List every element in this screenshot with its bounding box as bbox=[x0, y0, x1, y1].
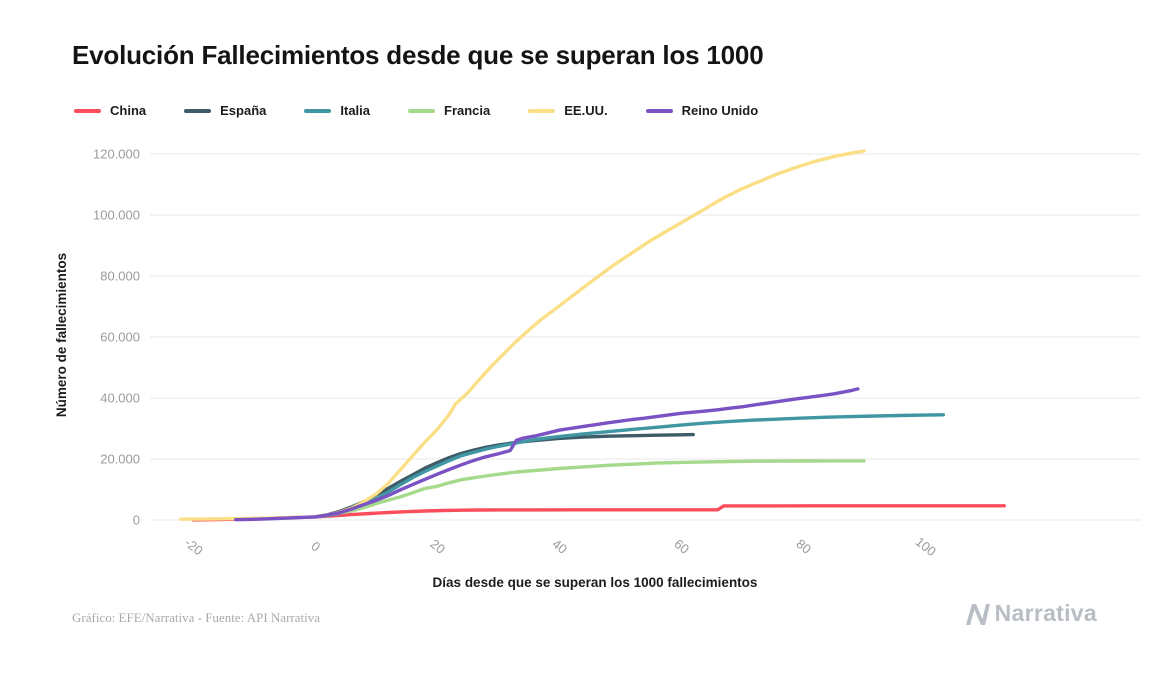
legend-item-ee-uu-[interactable]: EE.UU. bbox=[528, 103, 608, 118]
narrativa-n-icon bbox=[965, 603, 990, 625]
y-tick-label: 80.000 bbox=[100, 269, 140, 284]
legend-label: Francia bbox=[444, 103, 491, 118]
y-tick-label: 20.000 bbox=[100, 452, 140, 467]
legend-item-italia[interactable]: Italia bbox=[304, 103, 370, 118]
x-tick-label: -20 bbox=[182, 535, 206, 558]
legend-label: Reino Unido bbox=[681, 103, 759, 118]
x-tick-label: 100 bbox=[913, 534, 939, 559]
series-layer bbox=[179, 149, 1006, 522]
x-tick-label: 60 bbox=[671, 536, 692, 557]
series-francia bbox=[313, 459, 866, 519]
y-tick-label: 40.000 bbox=[100, 391, 140, 406]
legend-swatch bbox=[408, 108, 435, 113]
x-axis-title: Días desde que se superan los 1000 falle… bbox=[433, 575, 758, 590]
y-tick-label: 120.000 bbox=[93, 147, 140, 162]
legend-item-china[interactable]: China bbox=[74, 103, 146, 118]
legend-label: España bbox=[220, 103, 267, 118]
legend-swatch bbox=[184, 108, 212, 113]
legend-swatch bbox=[304, 108, 332, 113]
legend-item-francia[interactable]: Francia bbox=[408, 103, 490, 118]
y-tick-label: 100.000 bbox=[93, 208, 140, 223]
y-tick-label: 60.000 bbox=[100, 330, 140, 345]
series-reino-unido bbox=[233, 387, 860, 522]
legend-label: China bbox=[110, 103, 147, 118]
x-tick-label: 0 bbox=[308, 538, 323, 554]
line-chart: 0 20.000 40.000 60.000 80.000 100.000 120.000 -… bbox=[54, 147, 1140, 590]
series-ee-uu- bbox=[179, 149, 866, 521]
page-title: Evolución Fallecimientos desde que se su… bbox=[72, 40, 764, 70]
narrativa-logo: Narrativa bbox=[964, 600, 1097, 627]
legend: China España Italia Francia EE.UU. Reino Unid… bbox=[74, 103, 758, 118]
legend-swatch bbox=[645, 108, 673, 113]
series-italia bbox=[313, 413, 945, 519]
x-tick-label: 20 bbox=[427, 536, 448, 557]
x-tick-label: 80 bbox=[793, 536, 814, 557]
grid-layer bbox=[150, 153, 1140, 521]
credit-text: Gráfico: EFE/Narrativa - Fuente: API Nar… bbox=[72, 610, 320, 625]
legend-item-reino-unido[interactable]: Reino Unido bbox=[645, 103, 759, 118]
x-tick-label: 40 bbox=[549, 536, 570, 557]
tick-layer: 0 20.000 40.000 60.000 80.000 100.000 120.000 -… bbox=[93, 147, 939, 560]
y-axis-title: Número de fallecimientos bbox=[54, 253, 69, 417]
legend-swatch bbox=[528, 108, 556, 113]
y-tick-label: 0 bbox=[133, 513, 140, 528]
legend-item-espa-a[interactable]: España bbox=[184, 103, 266, 118]
legend-label: EE.UU. bbox=[564, 103, 608, 118]
brand-name: Narrativa bbox=[994, 600, 1097, 626]
legend-swatch bbox=[74, 108, 101, 113]
legend-label: Italia bbox=[340, 103, 370, 118]
